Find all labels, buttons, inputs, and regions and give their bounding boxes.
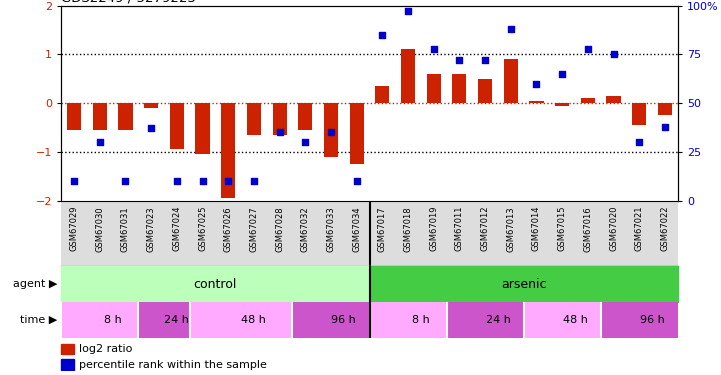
Text: GSM67021: GSM67021 [634, 206, 644, 251]
Point [274, 129, 286, 135]
Point [351, 178, 363, 184]
Text: GSM67032: GSM67032 [301, 206, 310, 252]
Bar [195, 103, 210, 154]
Point [120, 178, 131, 184]
Text: time ▶: time ▶ [20, 315, 58, 325]
Point [325, 129, 337, 135]
Text: GSM67034: GSM67034 [352, 206, 361, 252]
Text: 8 h: 8 h [104, 315, 122, 325]
Point [634, 139, 645, 145]
Point [479, 57, 491, 63]
Text: GSM67013: GSM67013 [506, 206, 516, 252]
Bar [118, 103, 133, 130]
Bar [529, 101, 544, 103]
Bar [601, 302, 678, 338]
Bar [401, 50, 415, 103]
Text: GSM67033: GSM67033 [327, 206, 335, 252]
Bar [273, 103, 287, 135]
Text: percentile rank within the sample: percentile rank within the sample [79, 360, 267, 369]
Bar [581, 98, 595, 103]
Text: control: control [194, 278, 237, 291]
Text: 8 h: 8 h [412, 315, 430, 325]
Bar [61, 344, 74, 354]
Point [659, 123, 671, 129]
Text: 48 h: 48 h [562, 315, 588, 325]
Bar [61, 359, 74, 370]
Point [582, 45, 593, 51]
Bar [67, 103, 81, 130]
Text: GSM67014: GSM67014 [532, 206, 541, 251]
Bar [138, 302, 190, 338]
Text: arsenic: arsenic [501, 278, 547, 291]
Text: GSM67031: GSM67031 [121, 206, 130, 252]
Bar [446, 302, 523, 338]
Bar [370, 266, 678, 302]
Bar [606, 96, 621, 103]
Text: 24 h: 24 h [164, 315, 190, 325]
Text: GSM67025: GSM67025 [198, 206, 207, 251]
Text: GSM67011: GSM67011 [455, 206, 464, 251]
Text: GSM67016: GSM67016 [583, 206, 593, 252]
Point [146, 126, 157, 132]
Bar [427, 74, 441, 103]
Text: 48 h: 48 h [242, 315, 266, 325]
Point [68, 178, 80, 184]
Bar [298, 103, 312, 130]
Bar [504, 59, 518, 103]
Point [248, 178, 260, 184]
Text: GDS2249 / 5279223: GDS2249 / 5279223 [61, 0, 196, 4]
Point [428, 45, 440, 51]
Text: GSM67027: GSM67027 [249, 206, 258, 252]
Point [557, 71, 568, 77]
Bar [61, 266, 370, 302]
Text: GSM67020: GSM67020 [609, 206, 618, 251]
Text: GSM67028: GSM67028 [275, 206, 284, 252]
Text: 24 h: 24 h [485, 315, 510, 325]
Text: GSM67017: GSM67017 [378, 206, 387, 252]
Text: GSM67029: GSM67029 [70, 206, 79, 251]
Bar [144, 103, 158, 108]
Text: GSM67018: GSM67018 [404, 206, 412, 252]
Point [402, 9, 414, 15]
Point [454, 57, 465, 63]
Bar [555, 103, 569, 106]
Bar [190, 302, 293, 338]
Bar [478, 79, 492, 103]
Bar [452, 74, 466, 103]
Point [531, 81, 542, 87]
Text: GSM67026: GSM67026 [224, 206, 233, 252]
Text: GSM67030: GSM67030 [95, 206, 105, 252]
Bar [324, 103, 338, 157]
Point [197, 178, 208, 184]
Bar [632, 103, 646, 125]
Bar [658, 103, 672, 116]
Point [505, 26, 516, 32]
Text: 96 h: 96 h [332, 315, 356, 325]
Text: GSM67024: GSM67024 [172, 206, 182, 251]
Point [94, 139, 105, 145]
Text: log2 ratio: log2 ratio [79, 344, 133, 354]
Text: GSM67019: GSM67019 [429, 206, 438, 251]
Bar [376, 86, 389, 103]
Text: GSM67012: GSM67012 [481, 206, 490, 251]
Point [223, 178, 234, 184]
Text: GSM67022: GSM67022 [660, 206, 669, 251]
Text: agent ▶: agent ▶ [13, 279, 58, 289]
Bar [61, 302, 138, 338]
Bar [93, 103, 107, 130]
Bar [350, 103, 363, 164]
Bar [247, 103, 261, 135]
Point [171, 178, 182, 184]
Text: GSM67023: GSM67023 [146, 206, 156, 252]
Bar [221, 103, 235, 198]
Point [299, 139, 311, 145]
Text: GSM67015: GSM67015 [557, 206, 567, 251]
Bar [370, 302, 446, 338]
Text: 96 h: 96 h [640, 315, 665, 325]
Point [376, 32, 388, 38]
Bar [293, 302, 370, 338]
Bar [170, 103, 184, 149]
Bar [523, 302, 601, 338]
Point [608, 51, 619, 57]
